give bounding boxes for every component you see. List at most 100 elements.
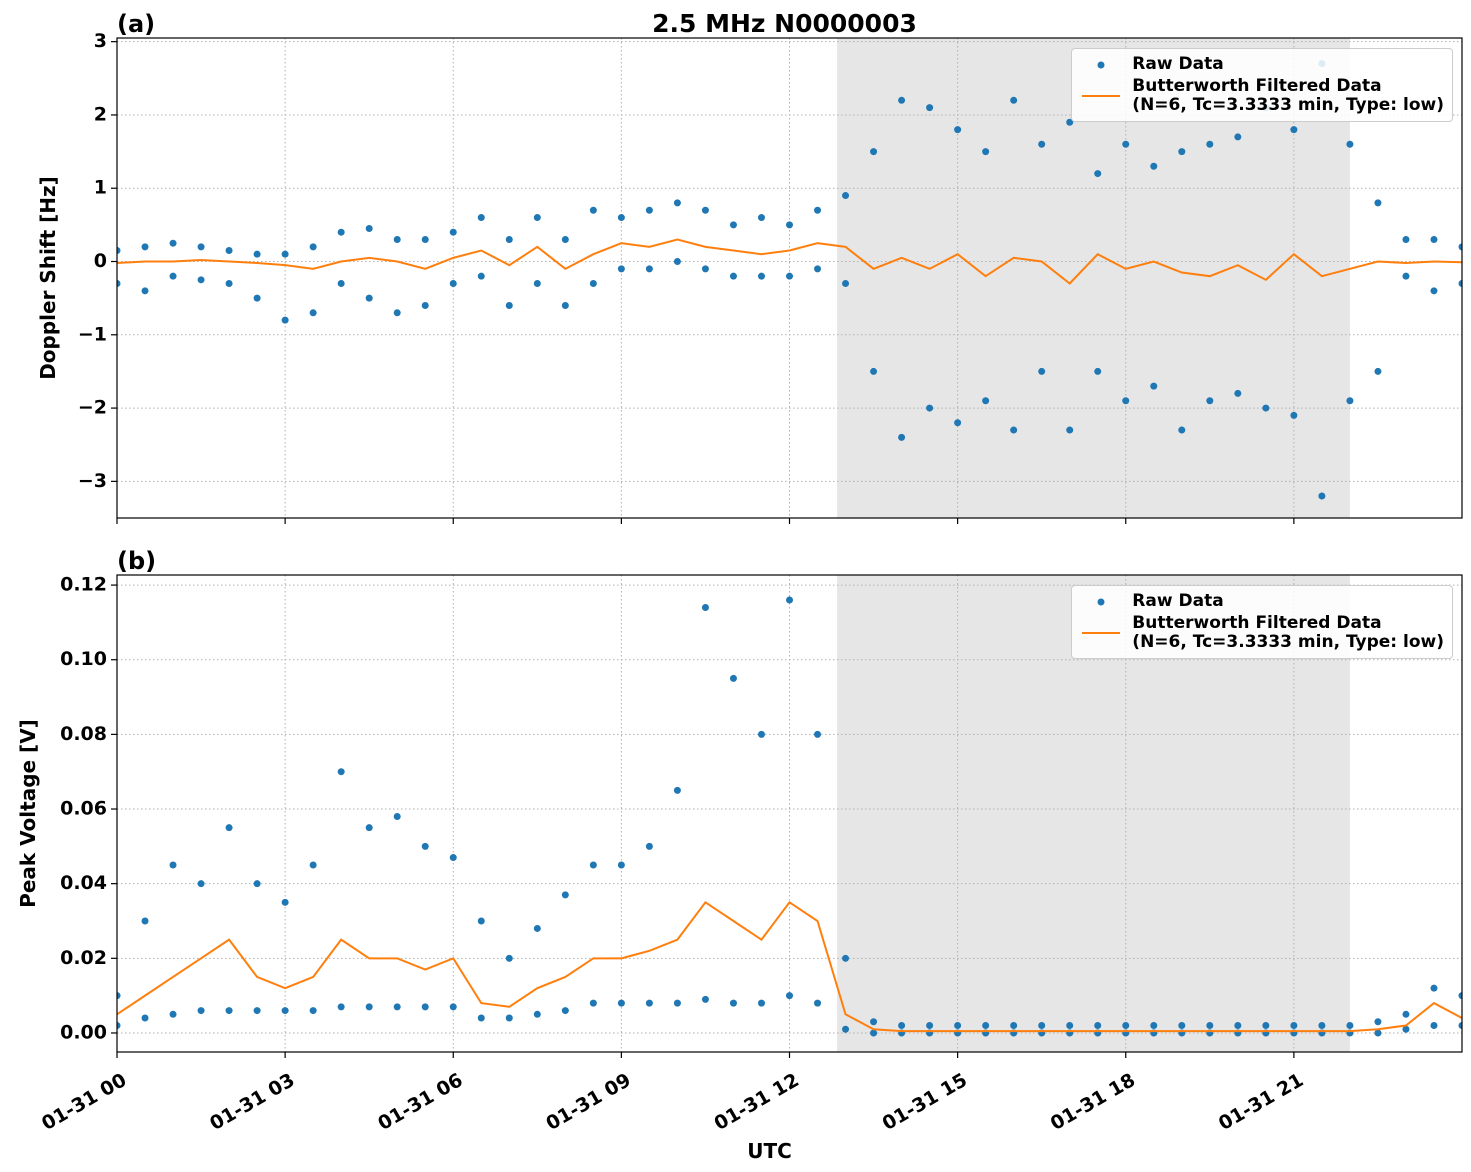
legend-swatch bbox=[1082, 95, 1121, 97]
y-tick-label: 0.08 bbox=[60, 723, 107, 745]
raw-point bbox=[117, 279, 121, 287]
y-tick-label: 1 bbox=[94, 177, 107, 199]
raw-point bbox=[1094, 170, 1102, 178]
raw-point bbox=[1430, 1022, 1438, 1029]
raw-point bbox=[197, 276, 205, 284]
raw-point bbox=[786, 272, 793, 280]
x-tick-label: 01-31 15 bbox=[879, 1069, 971, 1135]
raw-point bbox=[954, 419, 962, 427]
raw-point bbox=[1430, 984, 1438, 992]
raw-point bbox=[281, 316, 289, 324]
raw-point bbox=[982, 397, 990, 405]
raw-point bbox=[1318, 1022, 1326, 1029]
raw-point bbox=[169, 1010, 177, 1018]
raw-point bbox=[1206, 1022, 1214, 1029]
raw-point bbox=[225, 279, 233, 287]
legend-marker bbox=[1097, 598, 1105, 606]
raw-point bbox=[1094, 367, 1102, 375]
raw-point bbox=[365, 824, 373, 832]
raw-point bbox=[1234, 1022, 1242, 1029]
raw-point bbox=[253, 250, 261, 258]
raw-point bbox=[617, 265, 625, 273]
raw-point bbox=[393, 309, 401, 317]
legend-entry: Butterworth Filtered Data (N=6, Tc=3.333… bbox=[1080, 77, 1444, 115]
raw-point bbox=[870, 1018, 878, 1026]
chart-title: 2.5 MHz N0000003 bbox=[652, 9, 917, 38]
raw-point bbox=[505, 954, 513, 962]
legend-label: Butterworth Filtered Data (N=6, Tc=3.333… bbox=[1132, 76, 1444, 115]
legend: Raw Data Butterworth Filtered Data (N=6, … bbox=[1071, 48, 1453, 122]
raw-point bbox=[982, 148, 990, 156]
raw-point bbox=[814, 265, 822, 273]
raw-point bbox=[814, 730, 822, 738]
raw-point bbox=[757, 730, 765, 738]
raw-point bbox=[505, 236, 513, 244]
legend-key bbox=[1080, 77, 1122, 115]
raw-point bbox=[1010, 1022, 1018, 1029]
raw-point bbox=[701, 995, 709, 1003]
raw-point bbox=[1318, 492, 1326, 500]
raw-point bbox=[729, 999, 737, 1007]
legend-label: Raw Data bbox=[1132, 591, 1224, 611]
raw-point bbox=[421, 301, 429, 309]
raw-point bbox=[533, 279, 541, 287]
raw-point bbox=[421, 236, 429, 244]
raw-point bbox=[645, 842, 653, 850]
raw-point bbox=[337, 228, 345, 236]
raw-point bbox=[1038, 140, 1046, 148]
raw-point bbox=[365, 225, 373, 233]
plot-area bbox=[117, 60, 1462, 500]
raw-point bbox=[1402, 1010, 1410, 1018]
y-axis-label: Doppler Shift [Hz] bbox=[36, 176, 60, 380]
legend-marker bbox=[1097, 61, 1105, 69]
raw-point bbox=[673, 258, 681, 266]
raw-point bbox=[1458, 992, 1462, 1000]
raw-point bbox=[1178, 426, 1186, 434]
raw-point bbox=[645, 265, 653, 273]
raw-point bbox=[757, 214, 765, 222]
raw-point bbox=[673, 199, 681, 207]
raw-point bbox=[281, 250, 289, 258]
raw-point bbox=[701, 603, 709, 611]
raw-point bbox=[729, 221, 737, 229]
raw-point bbox=[701, 265, 709, 273]
raw-point bbox=[870, 1029, 878, 1037]
raw-point bbox=[898, 1022, 906, 1029]
raw-point bbox=[1010, 426, 1018, 434]
legend-entry: Butterworth Filtered Data (N=6, Tc=3.333… bbox=[1080, 614, 1444, 652]
raw-point bbox=[1374, 1029, 1382, 1037]
legend: Raw Data Butterworth Filtered Data (N=6, … bbox=[1071, 585, 1453, 659]
raw-point bbox=[365, 294, 373, 302]
y-tick-label: −3 bbox=[78, 470, 107, 492]
raw-point bbox=[814, 999, 822, 1007]
raw-point bbox=[253, 880, 261, 888]
raw-point bbox=[1010, 96, 1018, 104]
raw-point bbox=[141, 287, 149, 295]
raw-point bbox=[786, 992, 793, 1000]
raw-point bbox=[477, 917, 485, 925]
raw-point bbox=[1374, 367, 1382, 375]
panel-label: (a) bbox=[117, 10, 155, 38]
raw-point bbox=[1066, 426, 1074, 434]
raw-point bbox=[1430, 287, 1438, 295]
raw-point bbox=[561, 236, 569, 244]
raw-point bbox=[1346, 140, 1354, 148]
raw-point bbox=[729, 272, 737, 280]
raw-point bbox=[926, 404, 934, 412]
x-tick-label: 01-31 03 bbox=[206, 1069, 298, 1135]
raw-point bbox=[1374, 199, 1382, 207]
y-axis-label: Peak Voltage [V] bbox=[16, 719, 40, 908]
raw-point bbox=[169, 272, 177, 280]
raw-point bbox=[1234, 389, 1242, 397]
y-tick-label: 3 bbox=[94, 30, 107, 52]
raw-point bbox=[477, 1014, 485, 1022]
raw-point bbox=[477, 272, 485, 280]
legend-label: Butterworth Filtered Data (N=6, Tc=3.333… bbox=[1132, 613, 1444, 652]
y-tick-label: 0.06 bbox=[60, 798, 107, 820]
raw-point bbox=[870, 367, 878, 375]
raw-point bbox=[673, 999, 681, 1007]
raw-point bbox=[757, 999, 765, 1007]
raw-point bbox=[1206, 397, 1214, 405]
raw-point bbox=[1290, 1022, 1298, 1029]
x-tick-label: 01-31 06 bbox=[374, 1069, 466, 1135]
